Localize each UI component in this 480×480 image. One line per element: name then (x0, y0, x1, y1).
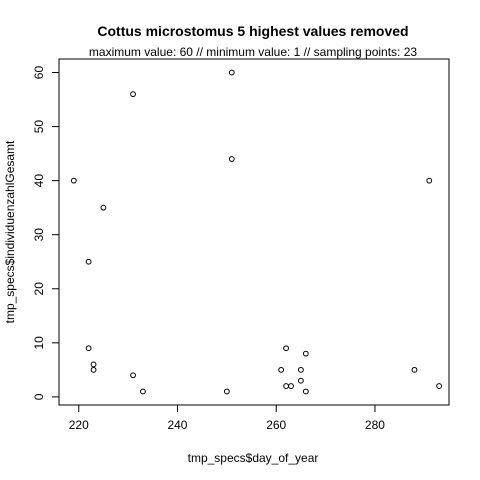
plot-frame (58, 58, 450, 406)
y-tick-label: 40 (32, 174, 46, 188)
data-point (283, 345, 289, 352)
data-points (70, 69, 443, 395)
y-tick-label: 30 (32, 228, 46, 242)
x-tick-label: 280 (365, 418, 385, 432)
data-point (85, 258, 92, 265)
data-point (90, 361, 97, 368)
y-tick-label: 20 (32, 282, 46, 296)
y-axis: 0 10 20 30 40 50 60 (32, 66, 60, 400)
x-axis: 220 240 260 280 (69, 404, 385, 432)
data-point (288, 383, 294, 389)
data-point (278, 366, 285, 373)
data-point (100, 204, 107, 211)
chart-subtitle: maximum value: 60 // minimum value: 1 //… (89, 45, 417, 59)
data-point (411, 366, 418, 373)
data-point (130, 91, 136, 98)
data-point (436, 383, 443, 389)
data-point (302, 350, 309, 357)
x-tick-label: 260 (266, 418, 286, 432)
data-point (85, 345, 92, 352)
x-tick-label: 220 (69, 418, 89, 432)
data-point (426, 177, 433, 184)
data-point (223, 388, 230, 395)
x-axis-label: tmp_specs$day_of_year (188, 451, 319, 465)
chart-title: Cottus microstomus 5 highest values remo… (97, 23, 408, 39)
data-point (228, 69, 235, 76)
data-point (130, 372, 136, 379)
data-point (283, 383, 289, 389)
y-tick-label: 60 (32, 66, 46, 80)
y-tick-label: 10 (32, 336, 46, 350)
data-point (90, 366, 97, 373)
x-tick-label: 240 (167, 418, 187, 432)
data-point (302, 388, 309, 395)
data-point (70, 177, 77, 184)
data-point (140, 388, 146, 395)
data-point (297, 366, 304, 373)
data-point (297, 377, 304, 384)
y-tick-label: 0 (32, 393, 46, 400)
y-axis-label: tmp_specs$individuenzahlGesamt (3, 140, 17, 323)
y-tick-label: 50 (32, 120, 46, 134)
data-point (228, 156, 235, 162)
